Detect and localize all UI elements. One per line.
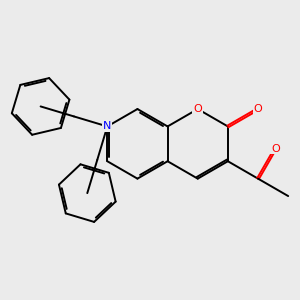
Text: N: N — [103, 122, 112, 131]
Text: O: O — [254, 104, 262, 114]
Text: O: O — [271, 143, 280, 154]
Text: O: O — [194, 104, 202, 114]
